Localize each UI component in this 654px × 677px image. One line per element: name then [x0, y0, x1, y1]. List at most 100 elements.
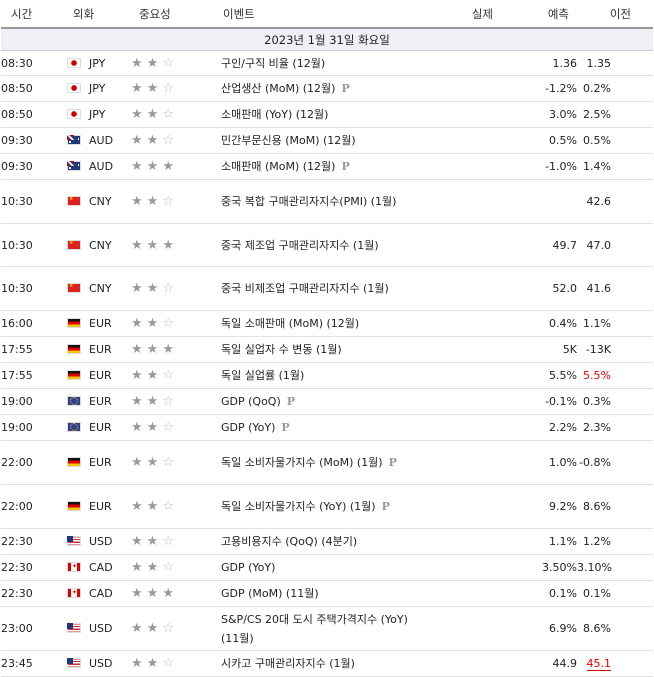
forecast-value: 3.50% — [501, 554, 577, 581]
header-event[interactable]: 이벤트 — [221, 0, 421, 29]
header-time[interactable]: 시간 — [1, 0, 67, 29]
event-name[interactable]: GDP (QoQ) — [221, 395, 281, 408]
us-flag-icon — [67, 536, 81, 546]
star-filled-icon: ★ — [131, 107, 147, 122]
event-name-cell[interactable]: GDP (YoY) — [221, 554, 421, 581]
event-name-cell[interactable]: 독일 실업자 수 변동 (1월) — [221, 336, 421, 363]
forecast-value: 49.7 — [501, 223, 577, 267]
event-row[interactable]: 22:00 EUR ★★☆ 독일 소비자물가지수 (MoM) (1월) P 1.0… — [1, 440, 653, 485]
event-row[interactable]: 22:30 ✦ CAD ★★★ GDP (MoM) (11월) 0.1% 0.1% — [1, 580, 653, 607]
event-name-cell[interactable]: 독일 소비자물가지수 (YoY) (1월) P — [221, 484, 421, 529]
event-name-cell[interactable]: S&P/CS 20대 도시 주택가격지수 (YoY) (11월) — [221, 606, 421, 651]
header-importance[interactable]: 중요성 — [131, 0, 221, 29]
star-filled-icon: ★ — [131, 420, 147, 435]
forecast-value: -1.0% — [501, 153, 577, 180]
event-name-cell[interactable]: 독일 소비자물가지수 (MoM) (1월) P — [221, 440, 421, 485]
importance-stars: ★★☆ — [131, 554, 221, 581]
event-name-cell[interactable]: GDP (MoM) (11월) — [221, 580, 421, 607]
event-name-cell[interactable]: 산업생산 (MoM) (12월) P — [221, 75, 421, 102]
importance-stars: ★★★ — [131, 153, 221, 180]
event-name[interactable]: 독일 실업률 (1월) — [221, 369, 305, 382]
previous-value: -0.8% — [577, 440, 653, 485]
star-outline-icon: ☆ — [162, 420, 178, 435]
event-name-cell[interactable]: 고용비용지수 (QoQ) (4분기) — [221, 528, 421, 555]
event-name-cell[interactable]: 소매판매 (MoM) (12월) P — [221, 153, 421, 180]
event-name[interactable]: 시카고 구매관리자지수 (1월) — [221, 657, 355, 670]
event-name-cell[interactable]: 구인/구직 비율 (12월) — [221, 50, 421, 76]
actual-value — [421, 440, 501, 485]
event-name-cell[interactable]: 중국 제조업 구매관리자지수 (1월) — [221, 223, 421, 267]
event-name[interactable]: 독일 소비자물가지수 (YoY) (1월) — [221, 500, 376, 513]
star-filled-icon: ★ — [131, 656, 147, 671]
event-row[interactable]: 10:30 ★ CNY ★★☆ 중국 비제조업 구매관리자지수 (1월) 52.0… — [1, 266, 653, 311]
event-name-cell[interactable]: 민간부문신용 (MoM) (12월) — [221, 127, 421, 154]
event-row[interactable]: 19:00 EUR ★★☆ GDP (YoY) P 2.2% 2.3% — [1, 414, 653, 441]
star-outline-icon: ☆ — [162, 55, 178, 71]
event-name[interactable]: 산업생산 (MoM) (12월) — [221, 82, 336, 95]
actual-value — [421, 388, 501, 415]
event-name[interactable]: 민간부문신용 (MoM) (12월) — [221, 134, 356, 147]
event-row[interactable]: 22:30 ✦ CAD ★★☆ GDP (YoY) 3.50% 3.10% — [1, 554, 653, 581]
event-row[interactable]: 23:00 USD ★★☆ S&P/CS 20대 도시 주택가격지수 (YoY)… — [1, 606, 653, 651]
event-row[interactable]: 17:55 EUR ★★☆ 독일 실업률 (1월) 5.5% 5.5% — [1, 362, 653, 389]
event-name[interactable]: 중국 복합 구매관리자지수(PMI) (1월) — [221, 195, 397, 208]
event-name[interactable]: 고용비용지수 (QoQ) (4분기) — [221, 535, 358, 548]
event-name[interactable]: 소매판매 (YoY) (12월) — [221, 108, 329, 121]
event-row[interactable]: 16:00 EUR ★★☆ 독일 소매판매 (MoM) (12월) 0.4% 1… — [1, 310, 653, 337]
event-row[interactable]: 22:00 EUR ★★☆ 독일 소비자물가지수 (YoY) (1월) P 9.2… — [1, 484, 653, 529]
currency-code: CAD — [89, 587, 113, 600]
event-row[interactable]: 23:45 USD ★★☆ 시카고 구매관리자지수 (1월) 44.9 45.1 — [1, 650, 653, 677]
event-name[interactable]: 구인/구직 비율 (12월) — [221, 56, 326, 70]
actual-value — [421, 50, 501, 76]
preliminary-icon[interactable]: P — [341, 160, 350, 173]
star-outline-icon: ☆ — [162, 560, 178, 575]
preliminary-icon[interactable]: P — [281, 421, 290, 434]
event-name-cell[interactable]: 소매판매 (YoY) (12월) — [221, 101, 421, 128]
event-name[interactable]: GDP (MoM) (11월) — [221, 587, 319, 600]
event-name[interactable]: S&P/CS 20대 도시 주택가격지수 (YoY) (11월) — [221, 612, 408, 645]
event-row[interactable]: 09:30 AUD ★★★ 소매판매 (MoM) (12월) P -1.0% 1.… — [1, 153, 653, 180]
currency-code: CNY — [89, 282, 112, 295]
event-time: 10:30 — [1, 266, 67, 311]
event-time: 08:30 — [1, 50, 67, 76]
event-name[interactable]: 독일 소매판매 (MoM) (12월) — [221, 317, 360, 330]
event-name-cell[interactable]: 독일 실업률 (1월) — [221, 362, 421, 389]
event-name-cell[interactable]: 중국 복합 구매관리자지수(PMI) (1월) — [221, 179, 421, 224]
event-time: 23:00 — [1, 606, 67, 651]
preliminary-icon[interactable]: P — [388, 456, 397, 469]
preliminary-icon[interactable]: P — [286, 395, 296, 408]
event-row[interactable]: 08:50 JPY ★★☆ 산업생산 (MoM) (12월) P -1.2% 0.… — [1, 75, 653, 102]
event-row[interactable]: 19:00 EUR ★★☆ GDP (QoQ) P -0.1% 0.3% — [1, 388, 653, 415]
event-name[interactable]: 중국 비제조업 구매관리자지수 (1월) — [221, 282, 389, 295]
forecast-value: 5K — [501, 336, 577, 363]
header-forecast[interactable]: 예측 — [501, 0, 577, 29]
currency-cell: AUD — [67, 127, 131, 154]
event-name-cell[interactable]: GDP (QoQ) P — [221, 388, 421, 415]
event-name[interactable]: GDP (YoY) — [221, 421, 276, 434]
currency-cell: USD — [67, 528, 131, 555]
event-name[interactable]: 독일 실업자 수 변동 (1월) — [221, 343, 342, 356]
event-name[interactable]: 소매판매 (MoM) (12월) — [221, 160, 336, 173]
event-name-cell[interactable]: 독일 소매판매 (MoM) (12월) — [221, 310, 421, 337]
preliminary-icon[interactable]: P — [341, 82, 350, 95]
event-row[interactable]: 10:30 ★ CNY ★★★ 중국 제조업 구매관리자지수 (1월) 49.7 … — [1, 223, 653, 267]
event-row[interactable]: 08:50 JPY ★★☆ 소매판매 (YoY) (12월) 3.0% 2.5% — [1, 101, 653, 128]
event-name[interactable]: 중국 제조업 구매관리자지수 (1월) — [221, 238, 379, 252]
event-row[interactable]: 10:30 ★ CNY ★★☆ 중국 복합 구매관리자지수(PMI) (1월) 4… — [1, 179, 653, 224]
event-name[interactable]: GDP (YoY) — [221, 561, 276, 574]
event-name[interactable]: 독일 소비자물가지수 (MoM) (1월) — [221, 456, 383, 469]
star-filled-icon: ★ — [146, 455, 163, 470]
event-row[interactable]: 09:30 AUD ★★☆ 민간부문신용 (MoM) (12월) 0.5% 0.… — [1, 127, 653, 154]
event-row[interactable]: 08:30 JPY ★★☆ 구인/구직 비율 (12월) 1.36 1.35 — [1, 50, 653, 76]
event-name-cell[interactable]: 중국 비제조업 구매관리자지수 (1월) — [221, 266, 421, 311]
event-row[interactable]: 22:30 USD ★★☆ 고용비용지수 (QoQ) (4분기) 1.1% 1.… — [1, 528, 653, 555]
header-currency[interactable]: 외화 — [67, 0, 131, 29]
star-filled-icon: ★ — [146, 342, 163, 357]
header-previous[interactable]: 이전 — [577, 0, 653, 29]
header-actual[interactable]: 실제 — [421, 0, 501, 29]
event-name-cell[interactable]: GDP (YoY) P — [221, 414, 421, 441]
preliminary-icon[interactable]: P — [381, 500, 390, 513]
event-row[interactable]: 17:55 EUR ★★★ 독일 실업자 수 변동 (1월) 5K -13K — [1, 336, 653, 363]
event-name-cell[interactable]: 시카고 구매관리자지수 (1월) — [221, 650, 421, 677]
